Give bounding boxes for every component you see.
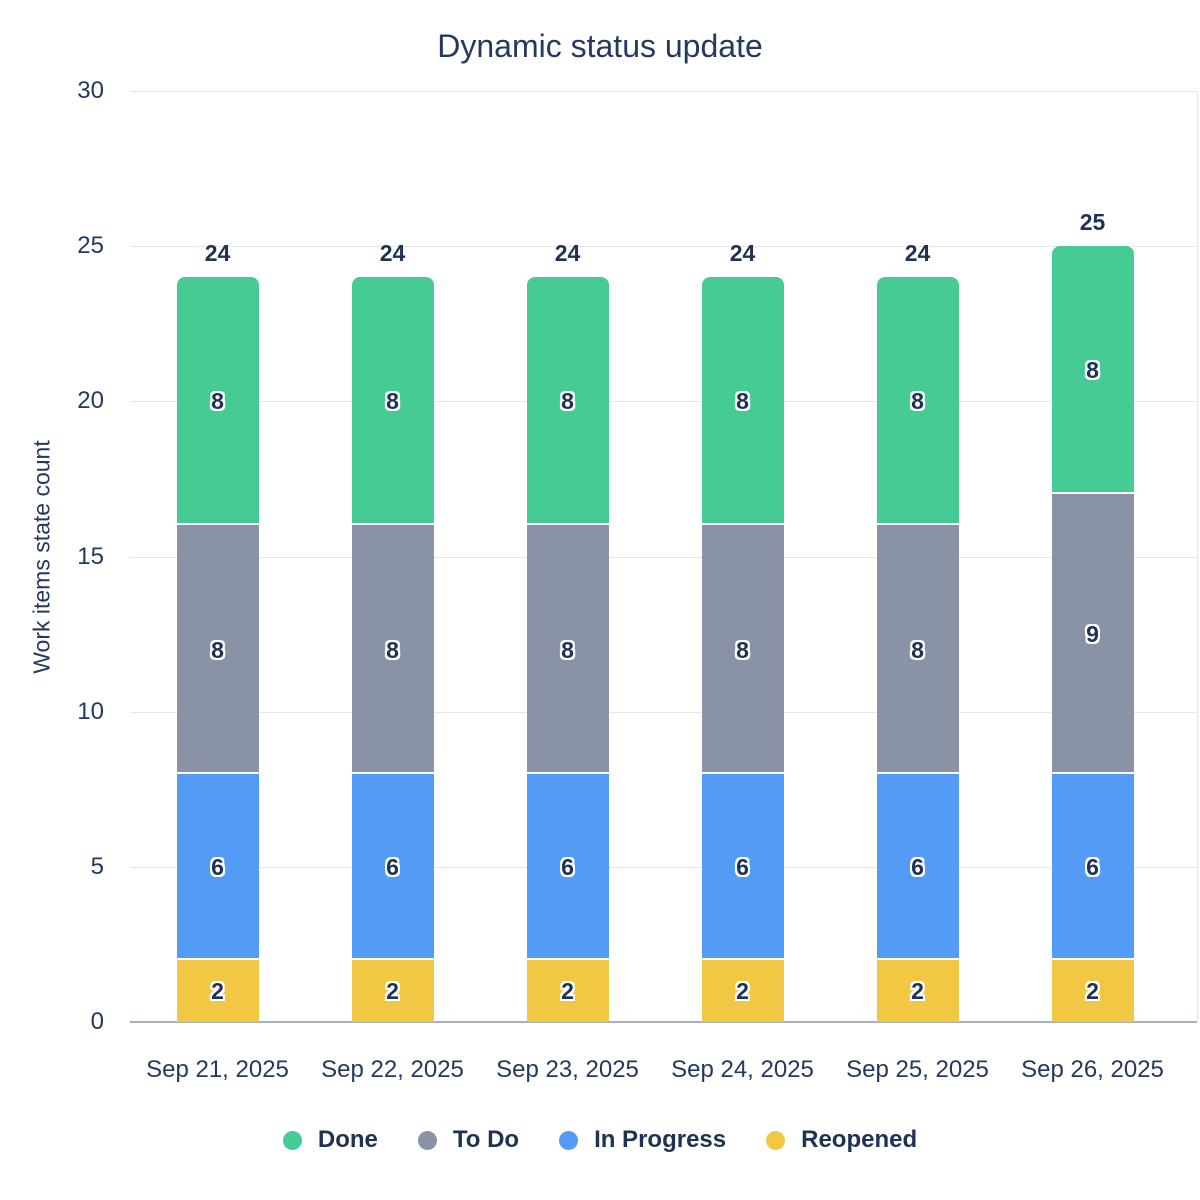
bar-segment-in-progress[interactable] bbox=[351, 773, 434, 960]
segment-value-label: 8 bbox=[211, 388, 224, 415]
segment-value-label: 8 bbox=[386, 636, 399, 663]
plot-right-border bbox=[1197, 91, 1198, 1022]
segment-value-label: 2 bbox=[911, 977, 924, 1004]
y-tick-label: 30 bbox=[77, 77, 104, 104]
bar-segment-to-do[interactable] bbox=[176, 525, 259, 774]
legend-label: Reopened bbox=[801, 1126, 918, 1153]
y-tick-label: 25 bbox=[77, 232, 104, 260]
segment-value-label: 8 bbox=[736, 636, 749, 663]
bar-segment-to-do[interactable] bbox=[526, 525, 609, 774]
legend-item-in-progress[interactable]: In Progress bbox=[559, 1126, 726, 1154]
segment-value-label: 8 bbox=[1086, 357, 1099, 384]
segment-value-label: 2 bbox=[211, 977, 224, 1004]
y-tick-label: 5 bbox=[90, 852, 104, 880]
segment-value-label: 8 bbox=[561, 388, 574, 415]
segment-value-label: 2 bbox=[386, 977, 399, 1004]
bar-segment-in-progress[interactable] bbox=[176, 773, 259, 960]
y-tick-label: 10 bbox=[77, 697, 104, 725]
segment-value-label: 6 bbox=[561, 853, 574, 880]
bar-segment-reopened[interactable] bbox=[351, 959, 434, 1022]
bar-segment-to-do[interactable] bbox=[876, 525, 959, 774]
bar-segment-in-progress[interactable] bbox=[526, 773, 609, 960]
legend-label: To Do bbox=[452, 1126, 520, 1153]
bar-segment-done[interactable] bbox=[176, 277, 259, 526]
x-axis-label: Sep 22, 2025 bbox=[321, 1056, 464, 1083]
segment-value-label: 2 bbox=[1086, 977, 1099, 1004]
gridline bbox=[130, 711, 1197, 713]
bar-segment-done[interactable] bbox=[1051, 246, 1134, 495]
gridline bbox=[130, 246, 1197, 248]
bar-segment-reopened[interactable] bbox=[176, 959, 259, 1022]
legend: Done To Do In Progress Reopened bbox=[0, 1126, 1200, 1154]
bar-segment-to-do[interactable] bbox=[351, 525, 434, 774]
segment-value-label: 9 bbox=[1086, 621, 1099, 648]
segment-value-label: 2 bbox=[736, 977, 749, 1004]
x-axis-baseline bbox=[130, 1021, 1197, 1023]
y-tick-label: 0 bbox=[90, 1008, 104, 1035]
segment-value-label: 8 bbox=[211, 636, 224, 663]
bar-total-label: 24 bbox=[204, 240, 231, 267]
legend-item-reopened[interactable]: Reopened bbox=[766, 1126, 917, 1154]
segment-value-label: 6 bbox=[1086, 853, 1099, 880]
bar-total-label: 24 bbox=[554, 240, 581, 267]
bar-segment-to-do[interactable] bbox=[701, 525, 784, 774]
gridline bbox=[130, 556, 1197, 558]
bar-segment-reopened[interactable] bbox=[701, 959, 784, 1022]
bar-segment-in-progress[interactable] bbox=[701, 773, 784, 960]
x-axis-label: Sep 24, 2025 bbox=[671, 1056, 814, 1083]
legend-dot-icon bbox=[282, 1130, 302, 1150]
y-tick-label: 15 bbox=[77, 542, 104, 570]
gridline bbox=[130, 401, 1197, 403]
bar-total-label: 24 bbox=[729, 240, 756, 267]
legend-dot-icon bbox=[766, 1130, 786, 1150]
segment-value-label: 8 bbox=[911, 636, 924, 663]
legend-dot-icon bbox=[417, 1130, 437, 1150]
x-axis-label: Sep 23, 2025 bbox=[496, 1056, 639, 1083]
bar-segment-in-progress[interactable] bbox=[876, 773, 959, 960]
y-tick-label: 20 bbox=[77, 387, 104, 415]
bar-total-label: 24 bbox=[904, 240, 931, 267]
legend-dot-icon bbox=[559, 1130, 579, 1150]
segment-value-label: 8 bbox=[561, 636, 574, 663]
x-axis-label: Sep 25, 2025 bbox=[846, 1056, 989, 1083]
x-axis-label: Sep 21, 2025 bbox=[146, 1056, 289, 1083]
bar-segment-done[interactable] bbox=[351, 277, 434, 526]
legend-label: In Progress bbox=[594, 1126, 727, 1153]
bar-total-label: 25 bbox=[1079, 209, 1106, 236]
bar-segment-reopened[interactable] bbox=[876, 959, 959, 1022]
segment-value-label: 6 bbox=[386, 853, 399, 880]
segment-value-label: 8 bbox=[736, 388, 749, 415]
bar-segment-done[interactable] bbox=[701, 277, 784, 526]
bar-segment-to-do[interactable] bbox=[1051, 494, 1134, 774]
segment-value-label: 8 bbox=[911, 388, 924, 415]
segment-value-label: 8 bbox=[386, 388, 399, 415]
legend-item-to-do[interactable]: To Do bbox=[417, 1126, 520, 1154]
bar-segment-done[interactable] bbox=[876, 277, 959, 526]
segment-value-label: 6 bbox=[911, 853, 924, 880]
legend-label: Done bbox=[317, 1126, 378, 1153]
bar-segment-reopened[interactable] bbox=[526, 959, 609, 1022]
bar-segment-done[interactable] bbox=[526, 277, 609, 526]
bar-segment-reopened[interactable] bbox=[1051, 959, 1134, 1022]
segment-value-label: 2 bbox=[561, 977, 574, 1004]
bar-total-label: 24 bbox=[379, 240, 406, 267]
segment-value-label: 6 bbox=[211, 853, 224, 880]
x-axis-label: Sep 26, 2025 bbox=[1021, 1056, 1164, 1083]
bar-segment-in-progress[interactable] bbox=[1051, 773, 1134, 960]
gridline bbox=[130, 866, 1197, 868]
gridline bbox=[130, 91, 1197, 92]
legend-item-done[interactable]: Done bbox=[282, 1126, 378, 1154]
segment-value-label: 6 bbox=[736, 853, 749, 880]
chart-title: Dynamic status update bbox=[437, 28, 763, 64]
